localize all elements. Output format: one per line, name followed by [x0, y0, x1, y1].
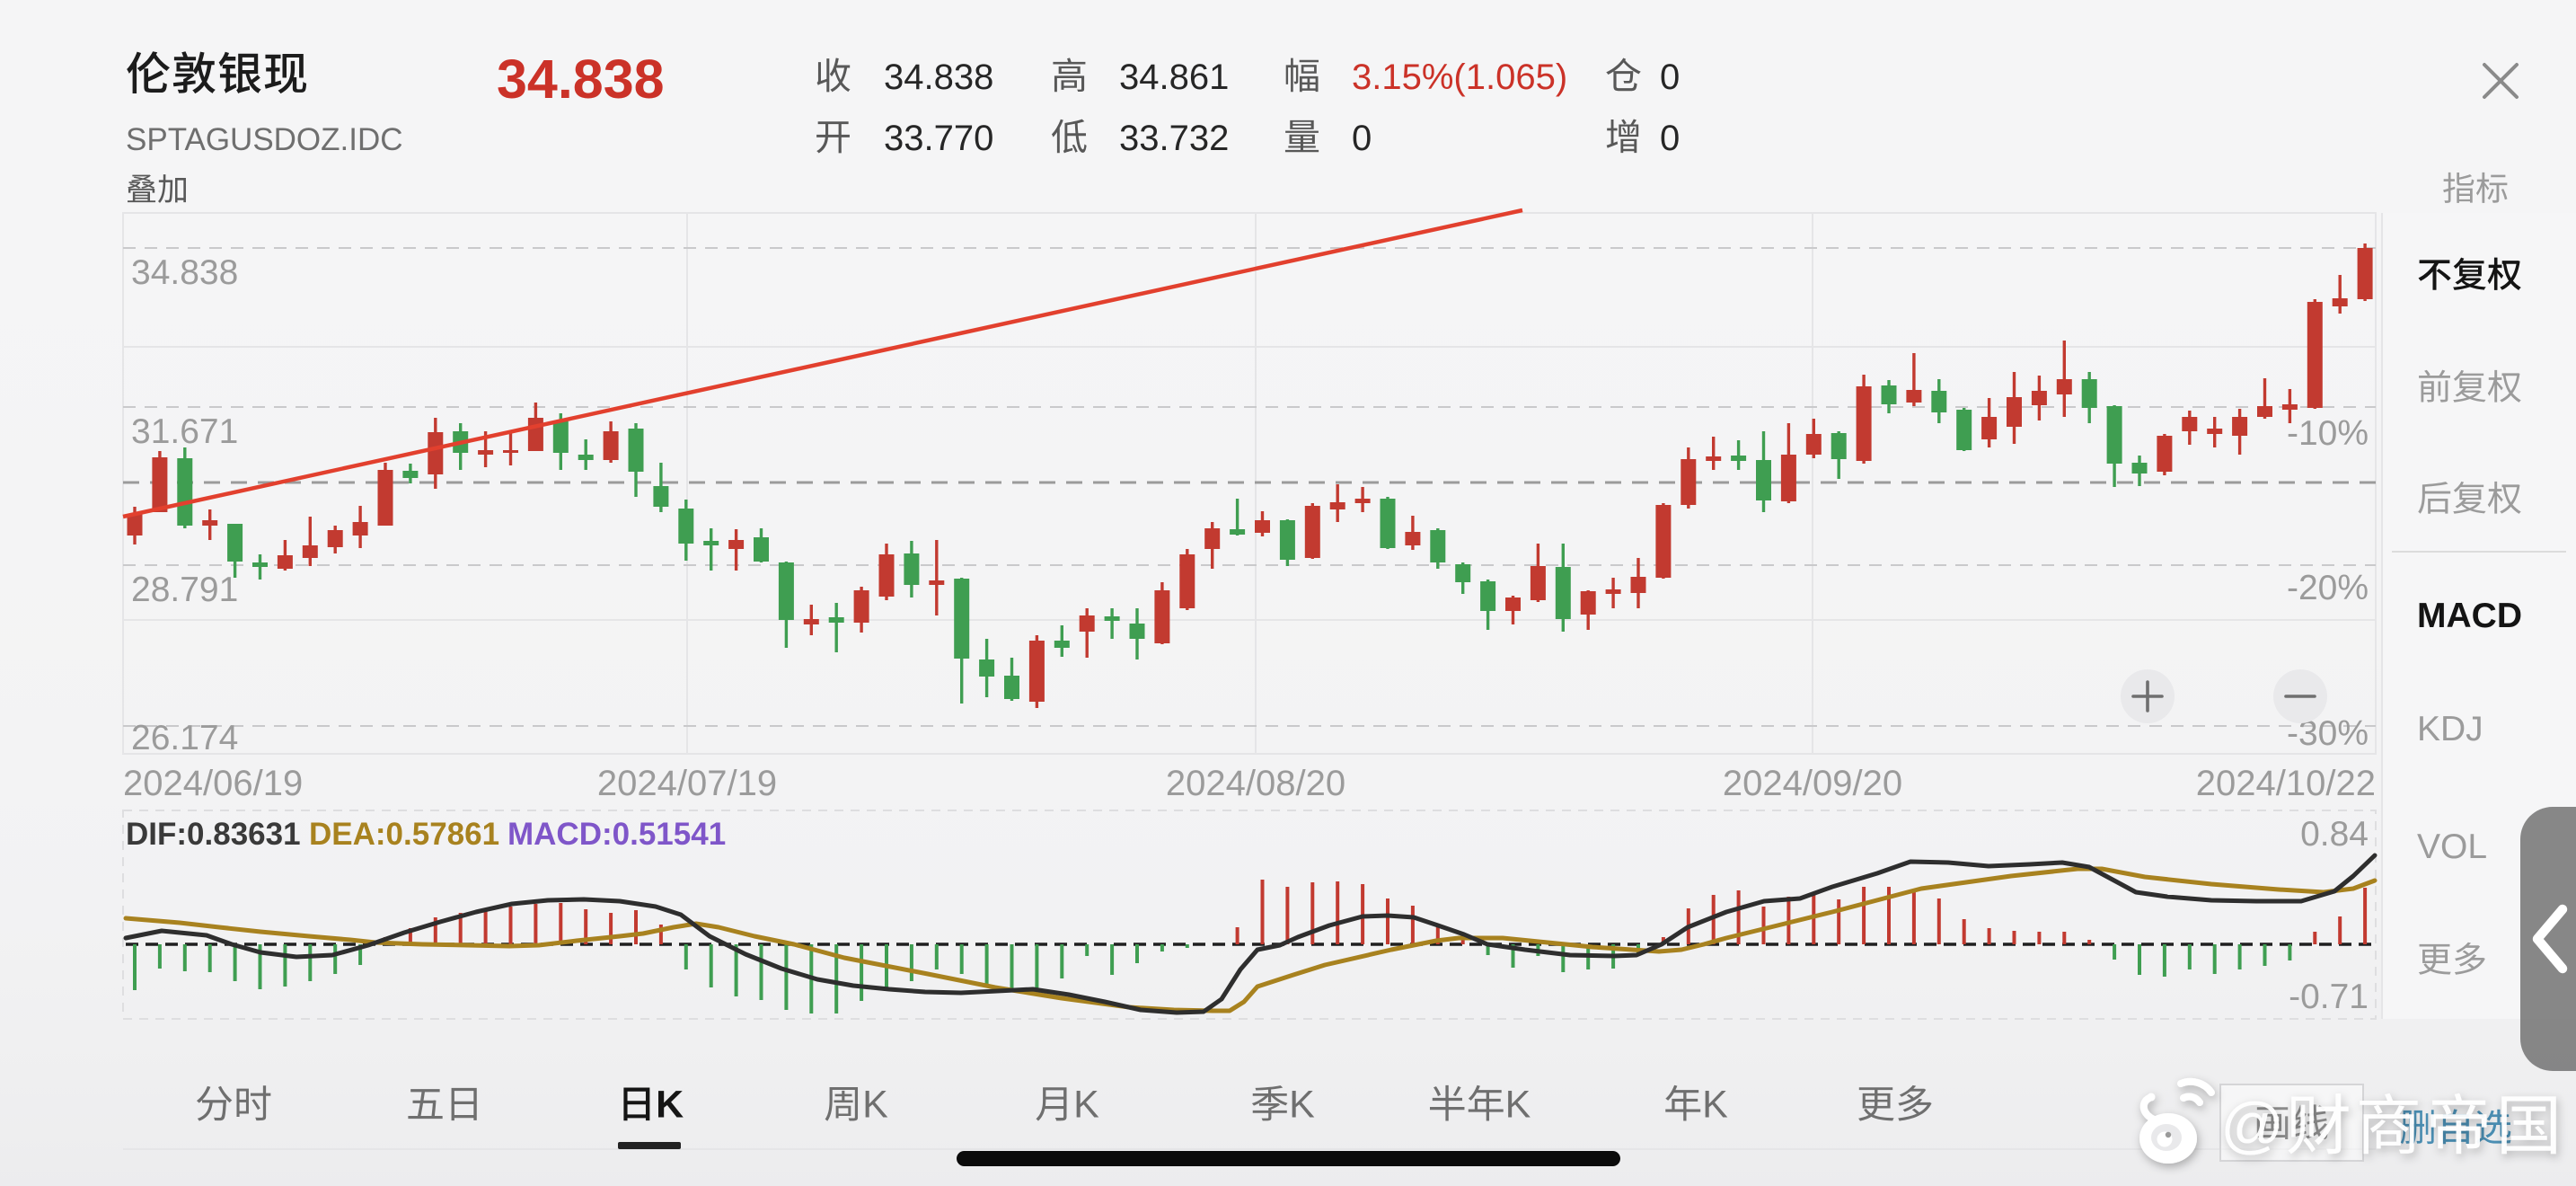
svg-text:MACD: MACD: [2417, 597, 2522, 635]
svg-text:33.732: 33.732: [1119, 119, 1229, 158]
svg-text:31.671: 31.671: [131, 412, 238, 451]
svg-text:34.838: 34.838: [497, 49, 665, 110]
svg-text:DIF:0.83631: DIF:0.83631: [126, 817, 301, 852]
svg-text:2024/09/20: 2024/09/20: [1723, 764, 1902, 803]
svg-text:2024/07/19: 2024/07/19: [597, 764, 777, 803]
svg-text:-0.71: -0.71: [2289, 978, 2369, 1016]
svg-text:0: 0: [1660, 119, 1680, 158]
svg-text:-20%: -20%: [2287, 569, 2369, 607]
svg-text:K: K: [862, 1084, 888, 1127]
svg-text:MACD:0.51541: MACD:0.51541: [507, 817, 726, 852]
svg-text:KDJ: KDJ: [2417, 710, 2483, 748]
svg-text:3.15%(1.065): 3.15%(1.065): [1352, 58, 1567, 97]
svg-text:26.174: 26.174: [131, 719, 238, 757]
svg-text:VOL: VOL: [2417, 828, 2487, 866]
svg-text:DEA:0.57861: DEA:0.57861: [309, 817, 499, 852]
svg-text:34.838: 34.838: [131, 253, 238, 292]
svg-text:K: K: [1289, 1084, 1315, 1127]
svg-text:2024/08/20: 2024/08/20: [1166, 764, 1345, 803]
svg-text:K: K: [656, 1084, 684, 1127]
svg-text:K: K: [1702, 1084, 1728, 1127]
svg-text:SPTAGUSDOZ.IDC: SPTAGUSDOZ.IDC: [126, 122, 403, 157]
svg-text:0: 0: [1352, 119, 1372, 158]
svg-text:0: 0: [1660, 58, 1680, 97]
svg-text:K: K: [1505, 1084, 1531, 1127]
svg-text:K: K: [1073, 1084, 1099, 1127]
svg-text:2024/06/19: 2024/06/19: [123, 764, 303, 803]
svg-text:34.838: 34.838: [884, 58, 993, 97]
svg-text:34.861: 34.861: [1119, 58, 1229, 97]
svg-text:0.84: 0.84: [2300, 815, 2369, 854]
svg-text:@: @: [2220, 1090, 2284, 1160]
svg-text:33.770: 33.770: [884, 119, 993, 158]
svg-text:28.791: 28.791: [131, 571, 238, 609]
svg-text:-10%: -10%: [2287, 414, 2369, 453]
svg-text:2024/10/22: 2024/10/22: [2196, 764, 2376, 803]
